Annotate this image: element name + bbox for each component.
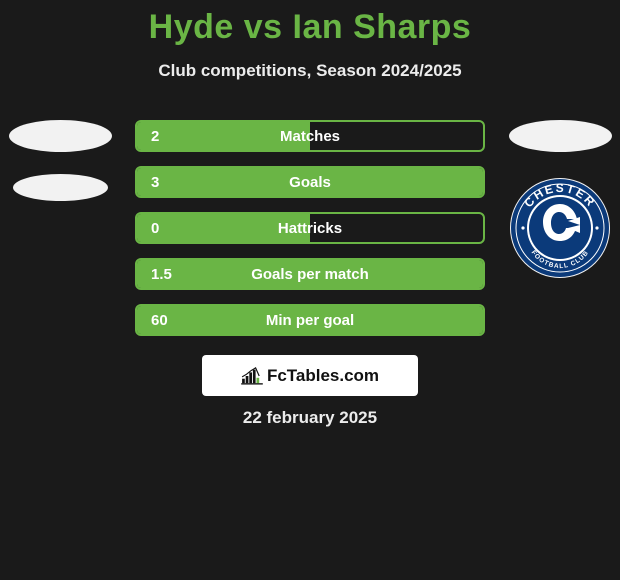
page-title: Hyde vs Ian Sharps <box>0 0 620 47</box>
subtitle: Club competitions, Season 2024/2025 <box>0 61 620 81</box>
chester-badge-svg: CHESTER FOOTBALL CLUB <box>510 178 610 278</box>
date-text: 22 february 2025 <box>0 408 620 428</box>
bar-chart-icon <box>241 367 263 385</box>
right-logo-1 <box>509 120 612 152</box>
chester-fc-badge: CHESTER FOOTBALL CLUB <box>510 178 610 278</box>
stat-bar-matches: 2 Matches <box>135 120 485 152</box>
stat-label: Hattricks <box>137 220 483 237</box>
stat-bar-hattricks: 0 Hattricks <box>135 212 485 244</box>
stat-label: Goals per match <box>137 266 483 283</box>
fctables-branding: FcTables.com <box>202 355 418 396</box>
branding-text: FcTables.com <box>267 366 379 386</box>
stat-label: Matches <box>137 128 483 145</box>
left-team-logos <box>5 120 115 201</box>
stat-label: Min per goal <box>137 312 483 329</box>
stats-bars: 2 Matches 3 Goals 0 Hattricks 1.5 Goals … <box>135 120 485 336</box>
stat-bar-min-per-goal: 60 Min per goal <box>135 304 485 336</box>
left-logo-1 <box>9 120 112 152</box>
stat-bar-goals: 3 Goals <box>135 166 485 198</box>
right-team-logos: CHESTER FOOTBALL CLUB <box>505 120 615 278</box>
left-logo-2 <box>13 174 108 201</box>
stat-label: Goals <box>137 174 483 191</box>
stat-bar-goals-per-match: 1.5 Goals per match <box>135 258 485 290</box>
